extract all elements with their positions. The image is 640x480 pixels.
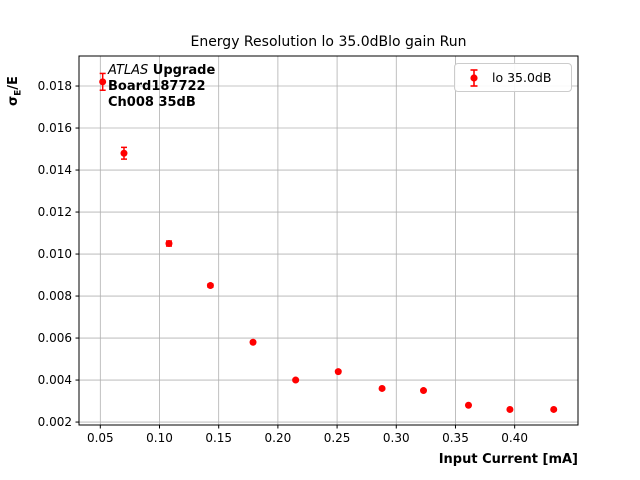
legend-label: lo 35.0dB	[492, 70, 552, 85]
x-tick-label: 0.25	[324, 431, 351, 445]
legend-errorbar-marker	[470, 68, 478, 87]
data-point	[378, 384, 386, 392]
y-tick-label: 0.004	[38, 373, 72, 387]
y-tick-label: 0.002	[38, 415, 72, 429]
data-point	[120, 149, 128, 157]
y-tick-label: 0.016	[38, 121, 72, 135]
x-tick-label: 0.10	[146, 431, 173, 445]
y-axis-label-sigma: σ	[6, 95, 21, 106]
data-point	[464, 401, 472, 409]
data-point	[506, 405, 514, 413]
y-axis-label: σE/E	[6, 76, 24, 106]
x-tick-label: 0.35	[442, 431, 469, 445]
data-point	[165, 240, 173, 248]
y-axis-label-subscript: E	[13, 89, 24, 96]
annotation-experiment-suffix: Upgrade	[148, 63, 216, 78]
annotation-line-3: Ch008 35dB	[108, 95, 196, 110]
data-point	[420, 387, 428, 395]
x-tick-label: 0.30	[383, 431, 410, 445]
annotation-experiment: ATLAS	[108, 63, 149, 78]
y-tick-label: 0.008	[38, 289, 72, 303]
y-tick-label: 0.006	[38, 331, 72, 345]
x-tick-label: 0.05	[87, 431, 114, 445]
x-tick-label: 0.40	[501, 431, 528, 445]
data-point	[206, 282, 214, 290]
x-axis-label: Input Current [mA]	[438, 452, 578, 467]
annotation-line-2: Board187722	[108, 79, 206, 94]
axes-border	[78, 55, 579, 426]
legend-box: lo 35.0dB	[454, 63, 572, 92]
data-point	[99, 78, 107, 86]
data-point	[292, 376, 300, 384]
x-tick-label: 0.20	[265, 431, 292, 445]
plot-annotation: ATLAS Upgrade Board187722 Ch008 35dB	[108, 63, 215, 111]
y-tick-label: 0.014	[38, 163, 72, 177]
data-point	[334, 368, 342, 376]
y-tick-label: 0.018	[38, 79, 72, 93]
y-axis-label-rest: /E	[6, 76, 21, 90]
y-tick-label: 0.012	[38, 205, 72, 219]
data-point	[249, 338, 257, 346]
x-tick-label: 0.15	[205, 431, 232, 445]
data-point	[550, 405, 558, 413]
y-tick-label: 0.010	[38, 247, 72, 261]
chart-title: Energy Resolution lo 35.0dBlo gain Run	[190, 34, 467, 50]
annotation-line-1: ATLAS Upgrade	[108, 63, 215, 79]
